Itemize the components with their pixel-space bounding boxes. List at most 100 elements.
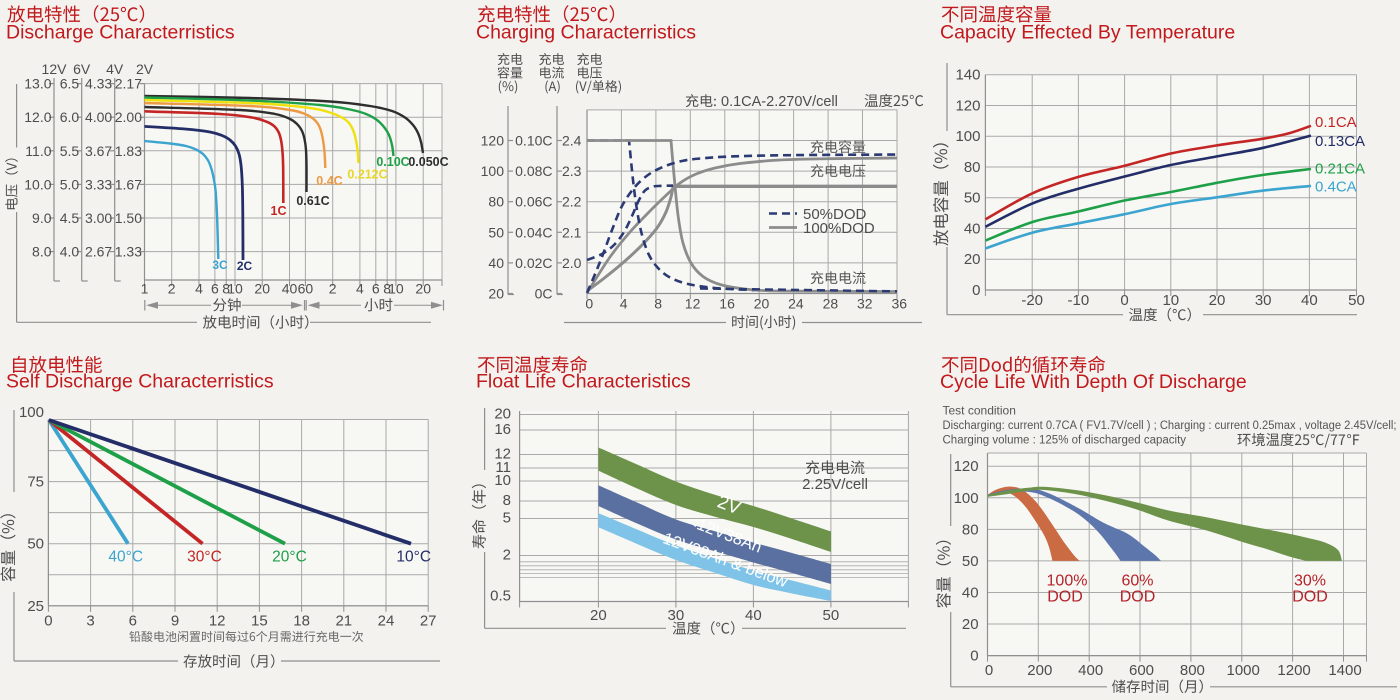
svg-text:30: 30 bbox=[1255, 292, 1272, 309]
svg-text:28: 28 bbox=[823, 296, 839, 312]
svg-text:2.2: 2.2 bbox=[562, 194, 582, 210]
svg-text:8: 8 bbox=[222, 281, 230, 297]
svg-text:9: 9 bbox=[171, 613, 179, 630]
svg-text:140: 140 bbox=[955, 67, 980, 84]
svg-text:2.4: 2.4 bbox=[562, 133, 582, 149]
svg-text:0.5: 0.5 bbox=[490, 588, 511, 605]
svg-text:50: 50 bbox=[962, 553, 979, 570]
svg-text:10: 10 bbox=[227, 281, 243, 297]
svg-text:120: 120 bbox=[481, 133, 505, 149]
svg-text:Discharging: current 0.7CA ( F: Discharging: current 0.7CA ( FV1.7V/cell… bbox=[943, 420, 1397, 432]
svg-text:16: 16 bbox=[494, 421, 511, 438]
svg-text:0: 0 bbox=[1120, 292, 1128, 309]
svg-text:100: 100 bbox=[954, 490, 979, 507]
svg-text:100: 100 bbox=[19, 404, 44, 421]
svg-text:60%: 60% bbox=[1121, 573, 1153, 590]
svg-text:1200: 1200 bbox=[1277, 662, 1310, 679]
svg-text:4: 4 bbox=[620, 296, 628, 312]
svg-text:13.0: 13.0 bbox=[24, 76, 51, 92]
svg-text:10: 10 bbox=[388, 281, 404, 297]
svg-text:0.4C: 0.4C bbox=[316, 174, 342, 188]
svg-text:24: 24 bbox=[788, 296, 804, 312]
svg-text:2.1: 2.1 bbox=[562, 224, 582, 240]
svg-text:Self Discharge Characterristic: Self Discharge Characterristics bbox=[6, 371, 274, 393]
svg-text:100: 100 bbox=[481, 163, 505, 179]
svg-text:Discharge Characterristics: Discharge Characterristics bbox=[6, 22, 235, 44]
svg-text:11.0: 11.0 bbox=[25, 143, 51, 159]
svg-text:-20: -20 bbox=[1021, 292, 1043, 309]
svg-text:4.33: 4.33 bbox=[85, 76, 112, 92]
svg-text:5.0: 5.0 bbox=[60, 176, 80, 192]
svg-text:20: 20 bbox=[754, 296, 770, 312]
svg-text:800: 800 bbox=[1180, 662, 1205, 679]
svg-text:27: 27 bbox=[420, 613, 437, 630]
svg-text:50: 50 bbox=[964, 190, 981, 207]
svg-text:2C: 2C bbox=[237, 259, 253, 273]
svg-text:20°C: 20°C bbox=[272, 549, 307, 566]
svg-text:0.06C: 0.06C bbox=[515, 194, 552, 210]
svg-text:Charging volume : 125% of disc: Charging volume : 125% of discharged cap… bbox=[943, 435, 1187, 447]
svg-text:15: 15 bbox=[251, 613, 268, 630]
svg-text:0.1CA-2.270V/cell: 0.1CA-2.270V/cell bbox=[721, 94, 838, 110]
svg-text:60: 60 bbox=[298, 281, 314, 297]
svg-text:0.1CA: 0.1CA bbox=[1315, 114, 1357, 131]
svg-text:2.67: 2.67 bbox=[85, 244, 112, 260]
svg-text:10°C: 10°C bbox=[396, 549, 431, 566]
svg-text:6: 6 bbox=[211, 281, 219, 297]
svg-text:6V: 6V bbox=[73, 61, 91, 77]
svg-text:600: 600 bbox=[1129, 662, 1154, 679]
svg-text:4V: 4V bbox=[106, 61, 124, 77]
svg-text:20: 20 bbox=[590, 607, 607, 624]
svg-text:40: 40 bbox=[488, 255, 504, 271]
svg-text:4.0: 4.0 bbox=[60, 244, 80, 260]
svg-text:100: 100 bbox=[955, 128, 980, 145]
svg-text:32: 32 bbox=[857, 296, 873, 312]
svg-text:1000: 1000 bbox=[1227, 662, 1260, 679]
svg-text:50%DOD: 50%DOD bbox=[803, 206, 867, 223]
svg-text:1: 1 bbox=[141, 281, 149, 297]
svg-text:0.04C: 0.04C bbox=[515, 224, 552, 240]
svg-text:50: 50 bbox=[27, 536, 44, 553]
svg-text:18: 18 bbox=[293, 613, 310, 630]
svg-text:0.050C: 0.050C bbox=[408, 155, 448, 169]
svg-text:12V: 12V bbox=[42, 61, 68, 77]
svg-text:2: 2 bbox=[503, 547, 511, 564]
svg-text:10: 10 bbox=[494, 472, 511, 489]
svg-text:1.50: 1.50 bbox=[115, 210, 142, 226]
svg-text:0.4CA: 0.4CA bbox=[1315, 179, 1357, 196]
svg-text:40: 40 bbox=[964, 221, 981, 238]
svg-text:0: 0 bbox=[985, 662, 993, 679]
svg-text:5: 5 bbox=[503, 510, 511, 527]
svg-text:100%DOD: 100%DOD bbox=[803, 220, 875, 237]
svg-text:20: 20 bbox=[1209, 292, 1226, 309]
svg-text:0.08C: 0.08C bbox=[515, 163, 552, 179]
svg-text:2V: 2V bbox=[136, 61, 154, 77]
svg-text:11: 11 bbox=[495, 459, 511, 476]
svg-text:6: 6 bbox=[372, 281, 380, 297]
svg-text:1.83: 1.83 bbox=[115, 143, 142, 159]
svg-text:10.0: 10.0 bbox=[24, 176, 51, 192]
svg-text:3.67: 3.67 bbox=[85, 143, 112, 159]
svg-text:16: 16 bbox=[719, 296, 735, 312]
svg-text:0: 0 bbox=[970, 648, 978, 665]
svg-text:8: 8 bbox=[503, 492, 511, 509]
svg-text:Test condition: Test condition bbox=[943, 404, 1016, 418]
svg-text:50: 50 bbox=[1348, 292, 1365, 309]
svg-text:21: 21 bbox=[335, 613, 352, 630]
svg-text:12: 12 bbox=[685, 296, 701, 312]
svg-text:2.17: 2.17 bbox=[115, 76, 142, 92]
svg-text:80: 80 bbox=[962, 521, 979, 538]
svg-text:-10: -10 bbox=[1068, 292, 1090, 309]
svg-text:6: 6 bbox=[129, 613, 137, 630]
svg-text:4: 4 bbox=[195, 281, 203, 297]
svg-text:DOD: DOD bbox=[1047, 589, 1083, 606]
svg-text:12: 12 bbox=[209, 613, 226, 630]
svg-text:6.5: 6.5 bbox=[60, 76, 80, 92]
svg-text:0: 0 bbox=[44, 613, 52, 630]
svg-text:40: 40 bbox=[1301, 292, 1318, 309]
svg-text:8: 8 bbox=[654, 296, 662, 312]
svg-text:3C: 3C bbox=[212, 258, 228, 272]
svg-text:2: 2 bbox=[168, 281, 176, 297]
svg-text:1C: 1C bbox=[271, 204, 287, 218]
svg-text:40: 40 bbox=[962, 585, 979, 602]
